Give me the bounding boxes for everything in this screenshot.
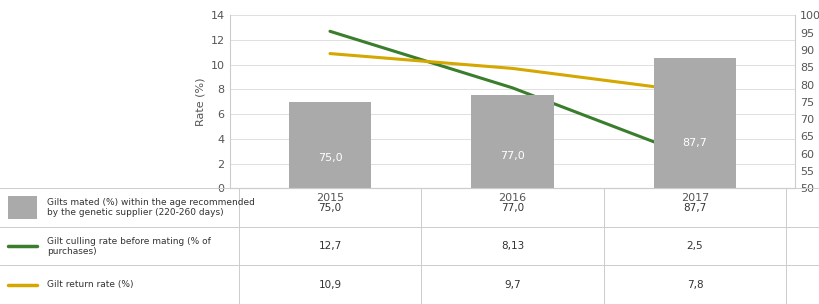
Text: Gilt culling rate before mating (% of
purchases): Gilt culling rate before mating (% of pu… [47, 237, 210, 256]
Text: 7,8: 7,8 [686, 280, 703, 290]
Text: 75,0: 75,0 [317, 153, 342, 163]
Text: 9,7: 9,7 [504, 280, 520, 290]
Text: 12,7: 12,7 [318, 241, 342, 251]
Text: 75,0: 75,0 [318, 203, 342, 213]
Bar [471, 95, 553, 304]
Text: 8,13: 8,13 [500, 241, 523, 251]
Text: Gilt return rate (%): Gilt return rate (%) [47, 280, 133, 289]
FancyBboxPatch shape [8, 196, 37, 219]
Text: 87,7: 87,7 [682, 203, 706, 213]
Text: 2,5: 2,5 [686, 241, 703, 251]
Text: 10,9: 10,9 [318, 280, 342, 290]
Text: 77,0: 77,0 [500, 203, 523, 213]
Text: 77,0: 77,0 [500, 151, 524, 161]
Bar [288, 102, 371, 304]
Text: 87,7: 87,7 [681, 138, 707, 148]
Bar [654, 58, 735, 304]
Y-axis label: Rate (%): Rate (%) [195, 78, 205, 126]
Text: Gilts mated (%) within the age recommended
by the genetic supplier (220-260 days: Gilts mated (%) within the age recommend… [47, 198, 255, 217]
